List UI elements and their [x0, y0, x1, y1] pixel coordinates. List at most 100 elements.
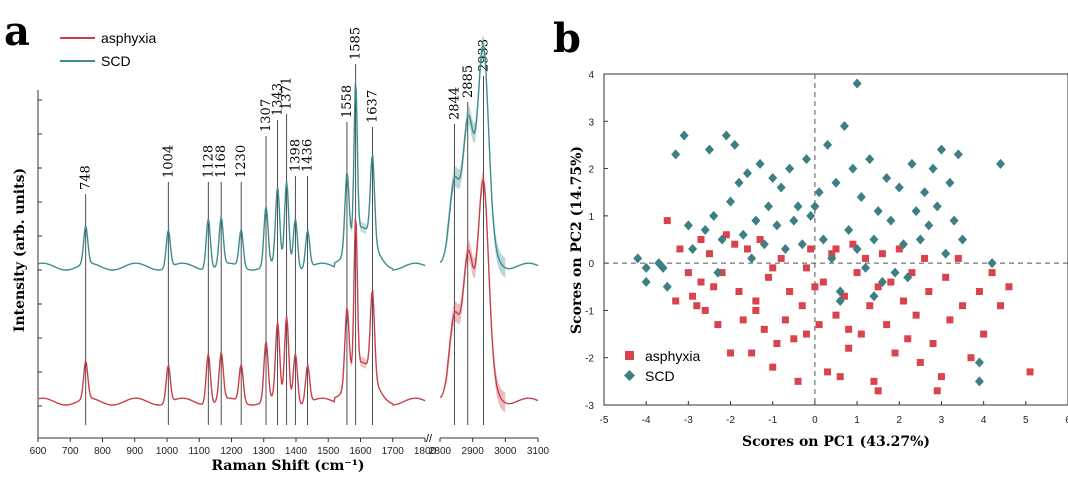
legend-b-label-scd: SCD: [645, 368, 675, 384]
point-scd: [658, 262, 668, 273]
point-scd: [688, 243, 698, 254]
point-scd: [898, 239, 908, 250]
point-asphyxia: [672, 297, 680, 305]
point-scd: [827, 253, 837, 264]
point-scd: [882, 173, 892, 184]
point-scd: [949, 215, 959, 226]
pc1-tick-label: -3: [684, 415, 693, 426]
point-asphyxia: [921, 254, 929, 262]
asphyxia-band-right: [446, 170, 506, 413]
legend-marker-scd: [624, 370, 635, 381]
x-tick-label: 2800: [429, 446, 452, 457]
point-scd: [662, 281, 672, 292]
point-scd: [730, 139, 740, 150]
point-scd: [738, 229, 748, 240]
point-scd: [726, 196, 736, 207]
point-asphyxia: [743, 245, 751, 253]
point-asphyxia: [946, 316, 954, 324]
peak-label: 748: [79, 165, 94, 190]
point-scd: [641, 262, 651, 273]
point-scd: [839, 121, 849, 132]
point-asphyxia: [697, 236, 705, 243]
peak-label: 1307: [259, 99, 274, 132]
point-scd: [823, 139, 833, 150]
point-asphyxia: [849, 240, 857, 248]
point-asphyxia: [857, 330, 865, 338]
peak-label: 2844: [447, 87, 462, 120]
point-scd: [907, 158, 917, 169]
point-asphyxia: [912, 311, 920, 319]
point-scd: [806, 210, 816, 221]
point-scd: [768, 173, 778, 184]
point-scd: [793, 201, 803, 212]
point-scd: [785, 163, 795, 174]
peak-label: 1371: [280, 77, 295, 110]
point-asphyxia: [819, 278, 827, 286]
point-asphyxia: [1026, 368, 1034, 376]
point-scd: [953, 149, 963, 160]
point-asphyxia: [840, 292, 848, 300]
point-scd: [721, 130, 731, 141]
pc2-tick-label: 4: [588, 70, 594, 81]
pc2-tick-label: -3: [585, 401, 594, 412]
x-axis-title: Raman Shift (cm⁻¹): [211, 458, 364, 474]
point-scd: [751, 215, 761, 226]
point-asphyxia: [786, 288, 794, 296]
point-asphyxia: [769, 363, 777, 371]
peak-label: 1128: [201, 145, 216, 178]
point-scd: [742, 168, 752, 179]
point-asphyxia: [845, 325, 853, 333]
point-scd: [641, 277, 651, 288]
point-scd: [974, 357, 984, 368]
peak-label: 1230: [234, 145, 249, 178]
point-scd: [818, 234, 828, 245]
legend-marker-asphyxia: [625, 351, 634, 360]
x-tick-label: 1600: [349, 446, 372, 457]
point-scd: [869, 234, 879, 245]
point-asphyxia: [933, 387, 941, 395]
point-asphyxia: [929, 340, 937, 348]
point-scd: [924, 220, 934, 231]
point-asphyxia: [663, 217, 671, 225]
point-scd: [852, 243, 862, 254]
point-asphyxia: [752, 306, 760, 314]
point-asphyxia: [878, 250, 886, 258]
point-scd: [890, 267, 900, 278]
point-asphyxia: [689, 292, 697, 300]
point-scd: [941, 248, 951, 259]
peak-label: 1436: [301, 139, 316, 172]
point-asphyxia: [815, 321, 823, 329]
point-scd: [865, 154, 875, 165]
scd-spectrum-left: [37, 83, 426, 271]
point-asphyxia: [862, 254, 870, 262]
point-asphyxia: [684, 269, 692, 277]
point-asphyxia: [739, 316, 747, 324]
point-asphyxia: [891, 349, 899, 357]
peak-label: 1168: [214, 145, 229, 178]
point-asphyxia: [870, 377, 878, 385]
point-scd: [831, 177, 841, 188]
legend-b: asphyxia SCD: [624, 348, 700, 384]
point-asphyxia: [781, 316, 789, 324]
point-scd: [704, 144, 714, 155]
point-asphyxia: [802, 330, 810, 338]
point-asphyxia: [701, 306, 709, 314]
legend-label-asphyxia: asphyxia: [101, 30, 156, 46]
point-asphyxia: [959, 302, 967, 310]
scatter-points: [633, 78, 1034, 395]
point-scd: [633, 253, 643, 264]
point-scd: [869, 291, 879, 302]
point-asphyxia: [916, 358, 924, 366]
point-asphyxia: [811, 283, 819, 291]
point-scd: [755, 158, 765, 169]
pc1-tick-label: 6: [1065, 415, 1068, 426]
point-scd: [759, 239, 769, 250]
peak-label: 1558: [340, 85, 355, 118]
point-scd: [709, 210, 719, 221]
y-axis-title: Intensity (arb. units): [12, 168, 28, 332]
point-scd: [700, 225, 710, 236]
point-scd: [936, 144, 946, 155]
point-scd: [772, 220, 782, 231]
pc2-tick-label: 2: [588, 165, 594, 176]
